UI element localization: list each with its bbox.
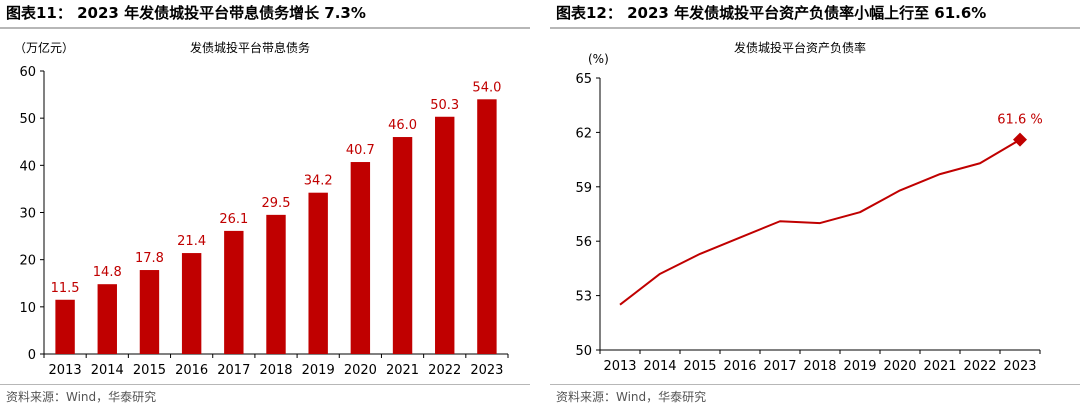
x-tick-label: 2017	[217, 363, 250, 378]
x-tick-label: 2019	[302, 363, 335, 378]
bar-chart-interest-bearing-debt: 发债城投平台带息债务 （万亿元） 0 10 20 30 40 50 60 11.5 2013 14.8…	[14, 40, 509, 378]
x-tick-label: 2023	[470, 363, 503, 378]
x-tick-label: 2015	[683, 359, 716, 374]
x-tick-label: 2019	[843, 359, 876, 374]
left-figure-panel: 图表11： 2023 年发债城投平台带息债务增长 7.3% 发债城投平台带息债务…	[0, 0, 530, 415]
y-axis-unit-label: (%)	[588, 52, 609, 66]
x-tick-label: 2023	[1003, 359, 1036, 374]
x-tick-label: 2014	[91, 363, 124, 378]
right-title-rule	[550, 27, 1080, 29]
x-tick-label: 2013	[603, 359, 636, 374]
bar-value-label: 11.5	[51, 281, 80, 296]
x-tick-label: 2021	[386, 363, 419, 378]
bar-value-label: 40.7	[346, 143, 375, 158]
bar	[266, 214, 286, 354]
bar	[350, 162, 371, 354]
bar-value-label: 17.8	[135, 251, 164, 266]
bar	[477, 99, 497, 354]
left-source-rule	[0, 384, 530, 385]
series-line	[619, 138, 1021, 306]
x-tick-label: 2018	[803, 359, 836, 374]
y-tick-label: 50	[575, 344, 592, 359]
bar-value-label: 54.0	[472, 80, 501, 95]
y-tick-label: 65	[575, 72, 592, 87]
y-tick-label: 62	[575, 126, 592, 141]
x-tick-label: 2022	[963, 359, 996, 374]
x-tick-label: 2021	[923, 359, 956, 374]
x-tick-label: 2015	[133, 363, 166, 378]
right-source-rule	[550, 384, 1080, 385]
bar-value-label: 34.2	[304, 174, 333, 189]
y-tick-label: 40	[19, 159, 36, 174]
left-source-note: 资料来源：Wind，华泰研究	[6, 390, 157, 404]
chart-title: 发债城投平台资产负债率	[734, 40, 866, 55]
x-tick-label: 2014	[643, 359, 676, 374]
end-point-diamond-marker	[1013, 132, 1027, 147]
x-tick-label: 2016	[175, 363, 208, 378]
bar	[392, 137, 413, 354]
bar-value-label: 29.5	[262, 196, 291, 211]
right-figure-title: 图表12： 2023 年发债城投平台资产负债率小幅上行至 61.6%	[556, 4, 987, 22]
left-title-rule	[0, 27, 530, 29]
bar-value-label: 14.8	[93, 265, 122, 280]
bar-value-label: 26.1	[219, 212, 248, 227]
line-chart-debt-to-asset-ratio: 发债城投平台资产负债率 (%) 50 53 56 59 62 65 2013 2014 2015 20…	[575, 40, 1042, 374]
x-tick-label: 2020	[344, 363, 377, 378]
x-tick-label: 2020	[883, 359, 916, 374]
y-tick-label: 56	[575, 235, 592, 250]
y-axis-unit-label: （万亿元）	[14, 40, 74, 55]
left-figure-title: 图表11： 2023 年发债城投平台带息债务增长 7.3%	[6, 4, 366, 22]
bar-value-label: 50.3	[430, 98, 459, 113]
y-tick-label: 30	[19, 207, 36, 222]
y-tick-label: 10	[19, 301, 36, 316]
bar-value-label: 46.0	[388, 118, 417, 133]
right-figure-panel: 图表12： 2023 年发债城投平台资产负债率小幅上行至 61.6% 发债城投平…	[550, 0, 1080, 415]
bar	[308, 192, 328, 354]
bar	[55, 299, 75, 354]
bar	[224, 230, 244, 354]
y-tick-label: 20	[19, 254, 36, 269]
bar	[139, 270, 160, 354]
y-tick-label: 60	[19, 65, 36, 80]
end-value-label: 61.6 %	[997, 113, 1042, 128]
chart-title: 发债城投平台带息债务	[190, 40, 310, 55]
bar-value-label: 21.4	[177, 234, 206, 249]
x-tick-label: 2017	[763, 359, 796, 374]
y-tick-label: 50	[19, 112, 36, 127]
bar	[97, 284, 117, 354]
x-tick-label: 2022	[428, 363, 461, 378]
right-source-note: 资料来源：Wind，华泰研究	[556, 390, 707, 404]
y-tick-label: 59	[575, 181, 592, 196]
x-tick-label: 2016	[723, 359, 756, 374]
y-tick-label: 0	[28, 348, 36, 363]
bar	[181, 253, 202, 354]
y-tick-label: 53	[575, 290, 592, 305]
x-tick-label: 2018	[259, 363, 292, 378]
x-tick-label: 2013	[49, 363, 82, 378]
bar	[435, 116, 455, 354]
